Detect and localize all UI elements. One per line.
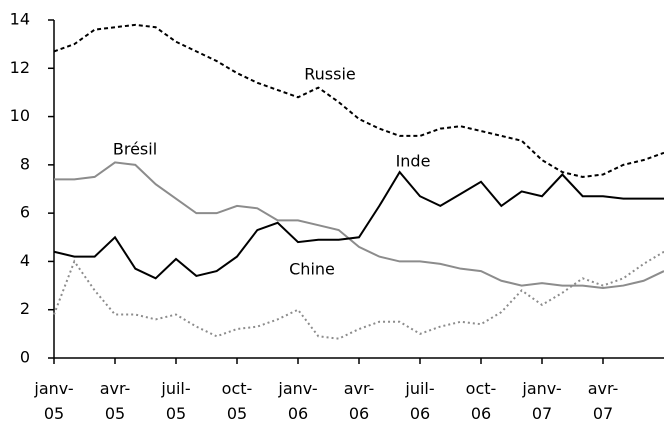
x-tick-label: janv-06 [278,379,318,423]
x-tick-label: avr-07 [587,379,619,423]
series-label: Brésil [113,140,157,159]
x-tick-label: oct-05 [221,379,253,423]
y-tick-label: 6 [20,203,30,222]
y-tick-label: 4 [20,251,30,270]
y-tick-label: 8 [20,154,30,173]
series-line [53,250,664,340]
x-tick-label: janv-07 [522,379,562,423]
y-tick-label: 14 [10,10,30,29]
series-label: Inde [396,152,431,171]
y-tick-label: 10 [10,106,30,125]
series-line [53,23,664,178]
y-tick-label: 0 [20,348,30,367]
y-tick-label: 12 [10,58,30,77]
x-tick-label: avr-06 [343,379,375,423]
x-tick-label: juil-06 [405,379,435,423]
series-label: Russie [304,65,356,84]
x-tick-label: juil-05 [161,379,191,423]
series-label: Chine [289,260,335,279]
x-tick-label: janv-05 [34,379,74,423]
x-tick-label: oct-06 [465,379,497,423]
y-tick-label: 2 [20,299,30,318]
series-line [54,161,664,289]
x-tick-label: avr-05 [99,379,131,423]
series-line [53,170,664,280]
